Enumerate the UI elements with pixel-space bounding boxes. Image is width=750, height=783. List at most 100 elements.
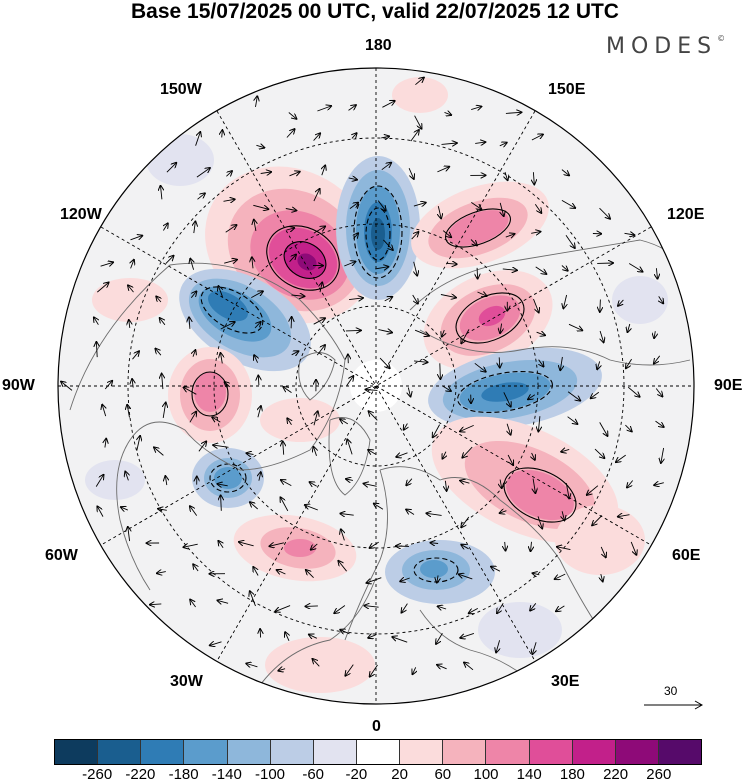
wind-arrow [157, 572, 166, 574]
wind-arrow [531, 541, 532, 551]
wind-arrow [567, 416, 578, 424]
colorbar-tick-label: 220 [603, 766, 629, 783]
wind-arrow [378, 330, 393, 333]
wind-arrow [334, 605, 346, 614]
wind-arrow [618, 299, 624, 306]
lon-label-30e: 30E [551, 673, 580, 690]
wind-arrow [97, 283, 108, 293]
wind-arrow [128, 285, 134, 293]
wind-arrow [477, 267, 478, 279]
wind-arrow [406, 478, 413, 486]
wind-arrow [528, 395, 536, 400]
wind-arrow [536, 332, 545, 335]
colorbar-tick-label: 180 [559, 766, 585, 783]
colorbar-tick-label: -220 [125, 766, 156, 783]
wind-arrow [366, 390, 378, 391]
wind-arrow [313, 659, 320, 667]
wind-arrow [340, 630, 350, 634]
wind-arrow [354, 233, 359, 238]
wind-arrow [286, 228, 295, 230]
wind-arrow [226, 171, 232, 176]
wind-arrow [440, 363, 441, 379]
wind-arrow [654, 355, 661, 364]
wind-arrow [437, 167, 449, 173]
wind-arrow [656, 268, 657, 279]
lon-label-150w: 150W [160, 81, 202, 98]
wind-arrow [381, 136, 389, 138]
wind-arrow [437, 575, 438, 582]
lon-label-150e: 150E [548, 81, 586, 98]
colorbar-segment [486, 740, 530, 764]
wind-arrow [414, 115, 422, 129]
wind-arrow [195, 132, 201, 146]
wind-arrow [278, 669, 286, 671]
wind-arrow [461, 545, 469, 549]
wind-arrow [165, 256, 174, 264]
wind-arrow [562, 511, 564, 520]
wind-arrow [532, 642, 536, 654]
wind-arrow [375, 267, 388, 269]
wind-arrow [437, 665, 447, 669]
wind-arrow [503, 392, 511, 406]
wind-arrow [460, 632, 475, 638]
modes-logo: MODES© [606, 34, 726, 59]
wind-arrow [505, 112, 522, 113]
wind-arrow [563, 294, 566, 308]
wind-arrow [224, 260, 237, 264]
colorbar-segment [443, 740, 487, 764]
wind-arrow [445, 480, 446, 491]
wind-arrow [500, 202, 504, 216]
wind-arrow [567, 391, 580, 401]
colorbar-tick-label: -260 [82, 766, 113, 783]
wind-arrow [411, 232, 419, 240]
wind-arrow [283, 387, 292, 393]
wind-arrow [630, 541, 636, 555]
wind-arrow [383, 239, 392, 250]
wind-arrow [132, 351, 140, 360]
wind-arrow [254, 322, 261, 329]
wind-arrow [426, 513, 442, 515]
wind-arrow [410, 130, 419, 142]
colorbar-segment [356, 740, 401, 764]
wind-arrow [500, 479, 502, 489]
wind-arrow [291, 317, 292, 329]
wind-arrow [442, 230, 451, 238]
wind-arrow [531, 134, 543, 141]
lon-label-90w: 90W [2, 377, 35, 394]
wind-arrow [345, 330, 361, 331]
wind-arrow [533, 573, 540, 575]
wind-arrow [259, 472, 261, 481]
wind-arrow [349, 203, 358, 209]
wind-arrow [561, 200, 575, 208]
reference-vector-label: 30 [664, 684, 678, 698]
wind-arrow [474, 362, 486, 371]
wind-arrow [537, 516, 542, 528]
lon-label-60w: 60W [45, 547, 78, 564]
colorbar-segment [615, 740, 659, 764]
wind-arrow [600, 330, 604, 342]
wind-arrow [471, 202, 481, 209]
wind-arrow [154, 447, 164, 456]
wind-arrow [533, 298, 539, 312]
wind-arrow [309, 635, 317, 639]
wind-arrow [499, 143, 507, 146]
wind-arrow [382, 101, 394, 108]
wind-arrow [348, 178, 357, 180]
wind-arrow [627, 480, 634, 488]
wind-arrow [258, 376, 259, 386]
wind-arrow [654, 331, 655, 338]
wind-arrow [500, 323, 502, 333]
wind-arrow [313, 226, 325, 234]
wind-arrow [256, 145, 264, 147]
wind-arrow [346, 376, 354, 386]
wind-arrow [446, 263, 456, 264]
wind-arrow [239, 542, 254, 547]
wind-arrow [313, 133, 321, 141]
wind-arrow [599, 422, 608, 436]
wind-arrow [166, 163, 176, 173]
wind-arrow [460, 424, 474, 431]
wind-arrow [320, 283, 322, 293]
wind-arrow [212, 417, 221, 423]
wind-arrow [155, 349, 162, 356]
wind-arrow [322, 166, 325, 176]
